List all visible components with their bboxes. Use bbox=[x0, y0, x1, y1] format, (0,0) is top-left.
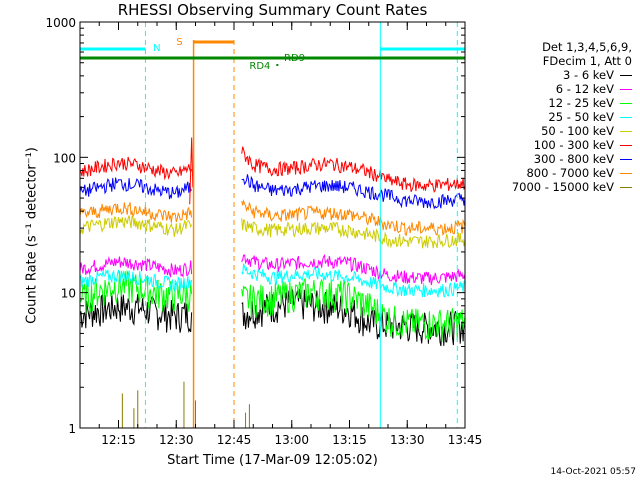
legend-entry-9: 7000 - 15000 keV bbox=[512, 180, 632, 194]
x-tick-label: 13:30 bbox=[390, 433, 425, 447]
legend-entry-label: 3 - 6 keV bbox=[563, 68, 614, 82]
rd4-marker bbox=[276, 64, 279, 66]
legend-entry-label: 100 - 300 keV bbox=[533, 138, 614, 152]
legend-entry-8: 800 - 7000 keV bbox=[512, 166, 632, 180]
flare-spike bbox=[189, 137, 194, 205]
x-tick-label: 13:45 bbox=[448, 433, 483, 447]
legend-header-2: FDecim 1, Att 0 bbox=[542, 54, 632, 68]
legend-entry-label: 50 - 100 keV bbox=[541, 124, 614, 138]
series-line-7-part-1 bbox=[79, 177, 193, 200]
legend-swatch bbox=[620, 186, 632, 188]
legend-entry-7: 300 - 800 keV bbox=[512, 152, 632, 166]
series-line-2-part-1 bbox=[79, 256, 193, 279]
series-line-5-part-1 bbox=[79, 215, 193, 237]
legend-swatch bbox=[620, 158, 632, 160]
footer-timestamp: 14-Oct-2021 05:57 bbox=[550, 467, 636, 477]
y-tick-label: 100 bbox=[53, 151, 76, 165]
legend-entry-label: 800 - 7000 keV bbox=[526, 166, 614, 180]
y-axis-label: Count Rate (s⁻¹ detector⁻¹) bbox=[24, 147, 40, 324]
legend-entry-label: 6 - 12 keV bbox=[555, 82, 614, 96]
series-line-6-part-1 bbox=[79, 156, 193, 181]
legend-swatch bbox=[620, 172, 632, 174]
legend-entry-3: 12 - 25 keV bbox=[512, 96, 632, 110]
y-tick-label: 1000 bbox=[45, 16, 76, 30]
legend-header-1: Det 1,3,4,5,6,9, bbox=[542, 40, 632, 54]
legend-entry-5: 50 - 100 keV bbox=[512, 124, 632, 138]
series-line-4-part-1 bbox=[79, 268, 193, 293]
s-flag-label: S bbox=[176, 37, 182, 48]
legend-swatch bbox=[620, 88, 632, 90]
legend-entry-6: 100 - 300 keV bbox=[512, 138, 632, 152]
legend-entry-2: 6 - 12 keV bbox=[512, 82, 632, 96]
n-flag-label: N bbox=[153, 43, 160, 54]
rd9-flag-label: RD9 bbox=[284, 53, 305, 64]
series-line-4-part-2 bbox=[241, 263, 466, 298]
series-line-8-part-2 bbox=[241, 198, 466, 237]
x-tick-label: 13:15 bbox=[332, 433, 367, 447]
legend-swatch bbox=[620, 102, 632, 104]
x-tick-label: 12:15 bbox=[101, 433, 136, 447]
x-tick-label: 12:45 bbox=[217, 433, 252, 447]
series-line-3-part-2 bbox=[241, 277, 466, 342]
legend-entry-4: 25 - 50 keV bbox=[512, 110, 632, 124]
legend-entry-label: 7000 - 15000 keV bbox=[511, 180, 614, 194]
markers-layer: N S RD4 RD9 bbox=[80, 22, 465, 428]
legend-swatch bbox=[620, 144, 632, 146]
series-layer bbox=[79, 137, 466, 428]
legend-entry-label: 300 - 800 keV bbox=[533, 152, 614, 166]
x-axis-label: Start Time (17-Mar-09 12:05:02) bbox=[167, 453, 378, 468]
series-line-8-part-1 bbox=[79, 202, 193, 223]
legend-entry-label: 12 - 25 keV bbox=[548, 96, 614, 110]
series-line-2-part-2 bbox=[241, 253, 466, 286]
series-line-7-part-2 bbox=[241, 174, 466, 210]
series-line-6-part-2 bbox=[241, 146, 466, 193]
ticks-layer: 12:15 12:30 12:45 13:00 13:15 13:30 13:45 1 10 10… bbox=[45, 16, 482, 447]
series-line-3-part-1 bbox=[79, 269, 193, 314]
y-tick-label: 10 bbox=[61, 287, 76, 301]
legend-entry-1: 3 - 6 keV bbox=[512, 68, 632, 82]
legend-entry-label: 25 - 50 keV bbox=[548, 110, 614, 124]
chart-title: RHESSI Observing Summary Count Rates bbox=[117, 1, 428, 19]
legend-swatch bbox=[620, 74, 632, 76]
rd4-flag-label: RD4 bbox=[249, 61, 270, 72]
legend: Det 1,3,4,5,6,9, FDecim 1, Att 0 3 - 6 k… bbox=[512, 40, 632, 194]
x-tick-label: 13:00 bbox=[274, 433, 309, 447]
legend-swatch bbox=[620, 130, 632, 132]
series-line-5-part-2 bbox=[241, 218, 466, 249]
y-tick-label: 1 bbox=[68, 422, 76, 436]
legend-swatch bbox=[620, 116, 632, 118]
x-tick-label: 12:30 bbox=[159, 433, 194, 447]
series-line-1-part-2 bbox=[241, 288, 466, 347]
